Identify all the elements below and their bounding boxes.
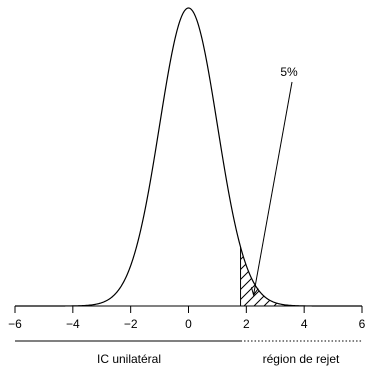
annotation-label: 5% xyxy=(280,65,298,79)
x-tick-label: −6 xyxy=(8,317,22,331)
x-tick-label: 0 xyxy=(185,317,192,331)
ci-label: IC unilatéral xyxy=(97,352,161,366)
x-axis: −6 −4 −2 0 2 4 6 xyxy=(8,305,365,331)
interval-bars: IC unilatéral région de rejet xyxy=(15,340,362,366)
annotation-arrowhead xyxy=(250,287,259,297)
annotation-arrow xyxy=(253,81,293,296)
x-tick-label: 4 xyxy=(301,317,308,331)
x-tick-label: −4 xyxy=(66,317,80,331)
density-curve xyxy=(15,7,362,307)
x-tick-label: 2 xyxy=(243,317,250,331)
x-tick-label: −2 xyxy=(124,317,138,331)
percent-annotation: 5% xyxy=(250,65,298,297)
x-tick-label: 6 xyxy=(359,317,365,331)
reject-label: région de rejet xyxy=(263,352,340,366)
